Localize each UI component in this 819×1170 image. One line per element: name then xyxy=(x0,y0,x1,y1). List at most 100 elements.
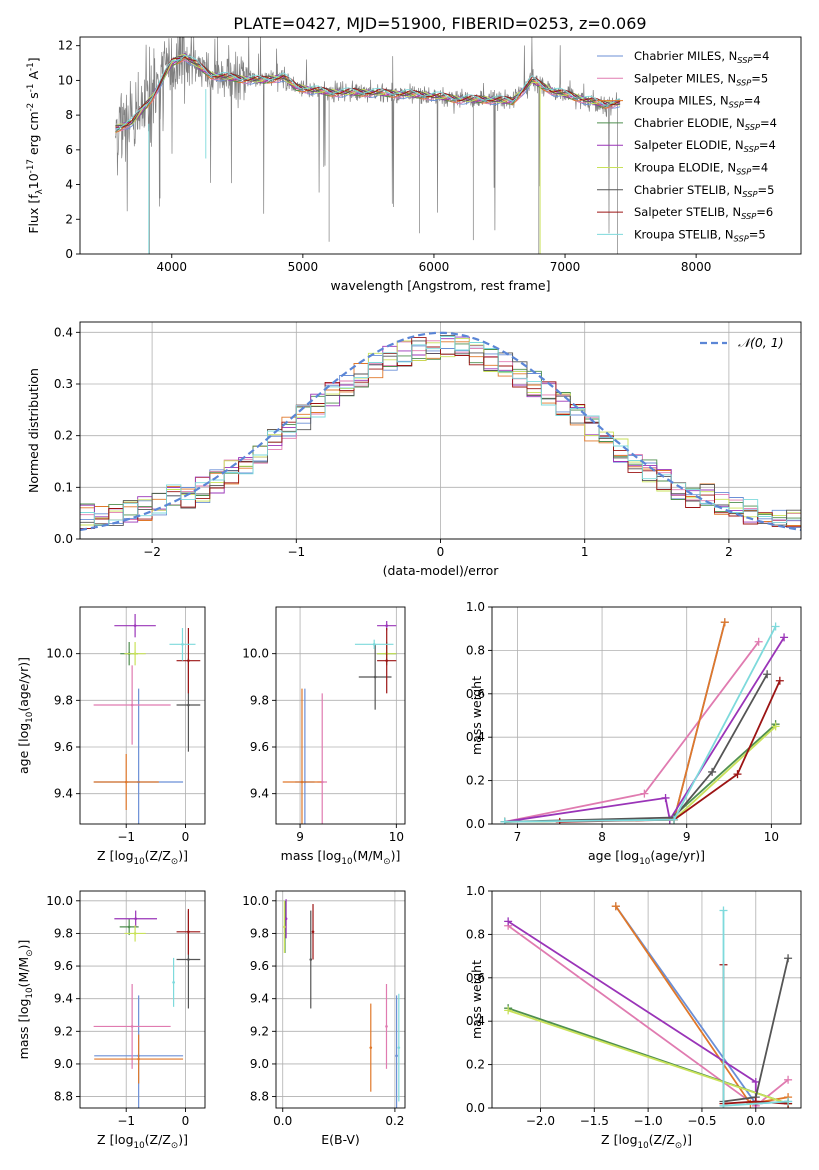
mass-weight-line xyxy=(504,621,726,823)
y-tick-label: 0.8 xyxy=(466,643,485,657)
x-axis-label: Z [log10(Z/Z⊙)] xyxy=(97,1132,188,1151)
y-tick-label: 12 xyxy=(58,39,73,53)
y-tick-label: 9.6 xyxy=(250,740,269,754)
x-tick-label: 0 xyxy=(437,545,445,559)
data-point-marker xyxy=(763,670,772,679)
data-point-marker xyxy=(661,793,670,802)
y-tick-label: 9.8 xyxy=(250,693,269,707)
data-point-marker xyxy=(784,954,793,963)
y-tick-label: 0.8 xyxy=(466,927,485,941)
legend-label: Kroupa ELODIE, NSSP=4 xyxy=(634,161,768,177)
data-point xyxy=(385,659,389,662)
data-point xyxy=(127,925,131,929)
data-point-marker xyxy=(720,618,729,627)
x-tick-label: 7 xyxy=(514,830,522,844)
data-point xyxy=(320,780,324,784)
y-tick-label: 0 xyxy=(65,247,73,261)
x-tick-label: 7000 xyxy=(550,260,581,274)
y-tick-label: 1.0 xyxy=(466,600,485,614)
model-spectrum-line xyxy=(115,52,621,130)
y-axis-label: Flux [fλ10-17 erg cm-2 s-1 A-1] xyxy=(26,57,45,233)
data-point xyxy=(134,917,137,921)
axes-frame xyxy=(275,606,406,825)
legend-label: Chabrier MILES, NSSP=4 xyxy=(634,49,769,65)
y-tick-label: 9.4 xyxy=(54,992,73,1006)
y-tick-label: 9.8 xyxy=(250,926,269,940)
plot-area xyxy=(500,618,789,824)
mass-weight-line xyxy=(504,723,777,823)
x-tick-label: −2.0 xyxy=(526,1114,555,1128)
data-point xyxy=(311,930,315,934)
y-tick-label: 0.2 xyxy=(466,774,485,788)
data-point-marker xyxy=(754,637,763,646)
residual-histogram xyxy=(80,336,801,539)
axes-frame xyxy=(491,890,802,1109)
legend-label: Kroupa STELIB, NSSP=5 xyxy=(634,227,766,243)
y-tick-label: 0.2 xyxy=(466,1058,485,1072)
observed-spectrum xyxy=(115,37,621,254)
model-spectrum-line xyxy=(115,54,621,254)
y-tick-label: 8 xyxy=(65,108,73,122)
data-point-marker xyxy=(784,1075,793,1084)
data-point xyxy=(172,981,175,984)
y-tick-label: 9.6 xyxy=(54,740,73,754)
y-tick-label: 9.6 xyxy=(250,959,269,973)
y-tick-label: 0.0 xyxy=(466,817,485,831)
y-tick-label: 9.4 xyxy=(250,787,269,801)
x-axis-label: Z [log10(Z/Z⊙)] xyxy=(601,1132,692,1151)
data-point-marker xyxy=(500,817,509,824)
data-point-marker xyxy=(775,676,784,685)
mass-weight-line xyxy=(507,1009,789,1105)
mass-vs-Z-panel: −1 0 8.8 9.0 9.2 9.4 9.6 9.8 10.0 Z [log10(Z/Z⊙)]… xyxy=(16,890,206,1151)
y-tick-label: 10.0 xyxy=(242,647,269,661)
figure-title: PLATE=0427, MJD=51900, FIBERID=0253, z=0… xyxy=(233,14,646,33)
y-tick-label: 0.3 xyxy=(54,377,73,391)
data-point xyxy=(395,1054,398,1058)
y-tick-label: 10.0 xyxy=(242,894,269,908)
x-tick-label: 6000 xyxy=(419,260,450,274)
plot-area xyxy=(93,908,201,1108)
y-tick-label: 0.6 xyxy=(466,971,485,985)
data-point xyxy=(133,652,137,655)
data-point xyxy=(284,917,288,921)
mass-weight-line xyxy=(504,626,777,823)
data-point-marker xyxy=(719,1101,728,1108)
y-tick-label: 0.4 xyxy=(466,1014,485,1028)
y-axis-label: age [log10(age/yr)] xyxy=(16,657,35,774)
x-tick-label: 0 xyxy=(182,830,190,844)
legend-label: Salpeter STELIB, NSSP=6 xyxy=(634,205,773,221)
data-point xyxy=(385,624,389,627)
x-axis-label: E(B-V) xyxy=(321,1132,360,1147)
legend-label: Kroupa MILES, NSSP=4 xyxy=(634,94,761,110)
mass-weight-line xyxy=(504,621,726,823)
x-tick-label: 5000 xyxy=(288,260,319,274)
weight-vs-Z-panel: −2.0 −1.5 −1.0 −0.5 0.0 0.0 0.2 0.4 0.6 0.8 1.0 Z [… xyxy=(466,884,802,1151)
plot-area xyxy=(80,331,801,539)
x-tick-label: −1.5 xyxy=(580,1114,609,1128)
residuals-legend: 𝒩(0, 1) xyxy=(700,335,784,350)
x-tick-label: 10 xyxy=(389,830,404,844)
x-tick-label: 10 xyxy=(764,830,779,844)
x-tick-label: 0.0 xyxy=(746,1114,765,1128)
x-tick-label: −1.0 xyxy=(634,1114,663,1128)
data-point xyxy=(130,1025,134,1028)
x-axis-label: Z [log10(Z/Z⊙)] xyxy=(97,848,188,867)
data-point xyxy=(130,703,134,707)
normal-reference-curve xyxy=(80,331,801,531)
y-tick-label: 0.6 xyxy=(466,687,485,701)
y-tick-label: 0.2 xyxy=(54,429,73,443)
data-point xyxy=(283,925,286,929)
x-tick-label: −1 xyxy=(287,545,305,559)
y-tick-label: 9.4 xyxy=(54,787,73,801)
spectrum-legend: Chabrier MILES, NSSP=4 Salpeter MILES, NS… xyxy=(597,49,777,243)
data-point xyxy=(372,643,376,646)
mass-weight-line xyxy=(507,920,757,1104)
data-point xyxy=(385,1025,388,1028)
axes-frame xyxy=(491,606,802,825)
legend-label: Chabrier ELODIE, NSSP=4 xyxy=(634,116,777,132)
plot-area xyxy=(93,614,201,824)
legend-label: Salpeter MILES, NSSP=5 xyxy=(634,71,768,87)
y-tick-label: 9.0 xyxy=(54,1057,73,1071)
legend-label: 𝒩(0, 1) xyxy=(738,335,784,350)
